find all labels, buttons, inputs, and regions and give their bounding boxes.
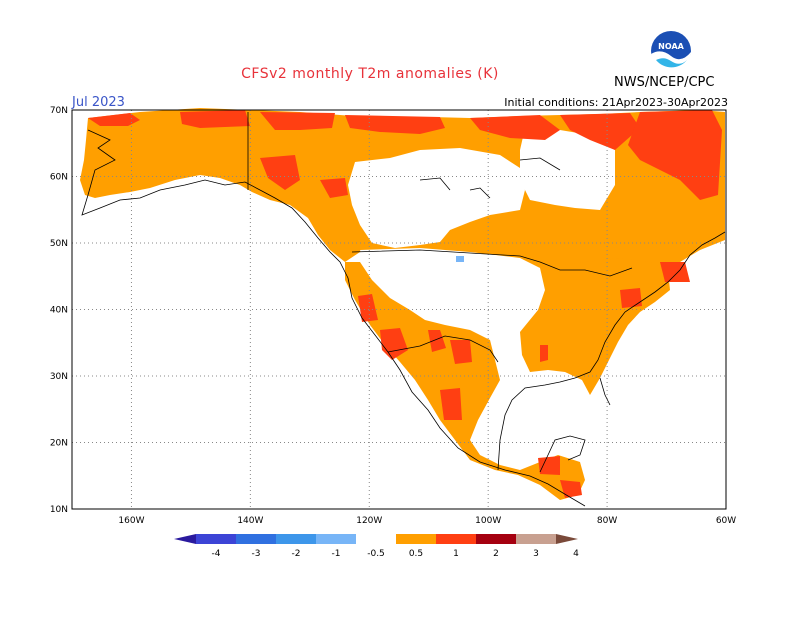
- latitude-labels: 10N 20N 30N 40N 50N 60N 70N: [50, 106, 68, 515]
- legend-label: -2: [292, 549, 301, 559]
- legend-label: -0.5: [367, 549, 385, 559]
- legend-label: 2: [493, 549, 499, 559]
- legend-swatch: [356, 534, 396, 544]
- legend-label: -1: [332, 549, 341, 559]
- longitude-label: 100W: [475, 516, 501, 526]
- latitude-label: 40N: [50, 306, 68, 316]
- chart-title: CFSv2 monthly T2m anomalies (K): [241, 66, 499, 82]
- legend-swatch: [436, 534, 476, 544]
- noaa-logo-icon: NOAA: [651, 31, 692, 72]
- legend-swatch: [236, 534, 276, 544]
- legend-swatch: [316, 534, 356, 544]
- legend-label: -3: [252, 549, 261, 559]
- legend-swatch: [396, 534, 436, 544]
- map-frame: [71, 109, 727, 510]
- neutral-region-us-west: [360, 248, 545, 330]
- organization-label: NWS/NCEP/CPC: [614, 75, 715, 90]
- strong-anomaly-patches: [88, 110, 722, 498]
- legend-swatch: [276, 534, 316, 544]
- legend-label: 3: [533, 549, 539, 559]
- latitude-label: 30N: [50, 372, 68, 382]
- anomaly-region-mexico: [345, 262, 585, 500]
- legend-label: 0.5: [409, 549, 423, 559]
- latitude-label: 70N: [50, 106, 68, 116]
- longitude-labels: 160W 140W 120W 100W 80W 60W: [118, 516, 736, 526]
- latitude-label: 20N: [50, 439, 68, 449]
- longitude-label: 60W: [716, 516, 736, 526]
- legend-label: -4: [212, 549, 221, 559]
- longitude-label: 160W: [118, 516, 144, 526]
- longitude-label: 140W: [237, 516, 263, 526]
- latitude-label: 60N: [50, 173, 68, 183]
- legend-arrow-high: [556, 534, 578, 544]
- cool-anomaly-patch: [456, 256, 464, 262]
- legend-swatch: [476, 534, 516, 544]
- latitude-label: 10N: [50, 505, 68, 515]
- noaa-logo-text: NOAA: [658, 42, 684, 51]
- longitude-label: 120W: [356, 516, 382, 526]
- neutral-region-hudson: [520, 128, 615, 210]
- anomaly-shading: [80, 108, 725, 500]
- legend-label: 4: [573, 549, 579, 559]
- initial-conditions: Initial conditions: 21Apr2023-30Apr2023: [504, 96, 728, 109]
- neutral-region-canada: [348, 148, 525, 248]
- legend-swatch: [516, 534, 556, 544]
- forecast-month: Jul 2023: [72, 95, 125, 110]
- latitude-label: 50N: [50, 239, 68, 249]
- longitude-label: 80W: [597, 516, 617, 526]
- legend-swatch: [196, 534, 236, 544]
- land-outlines: [81, 112, 726, 507]
- legend-label: 1: [453, 549, 459, 559]
- legend-arrow-low: [174, 534, 196, 544]
